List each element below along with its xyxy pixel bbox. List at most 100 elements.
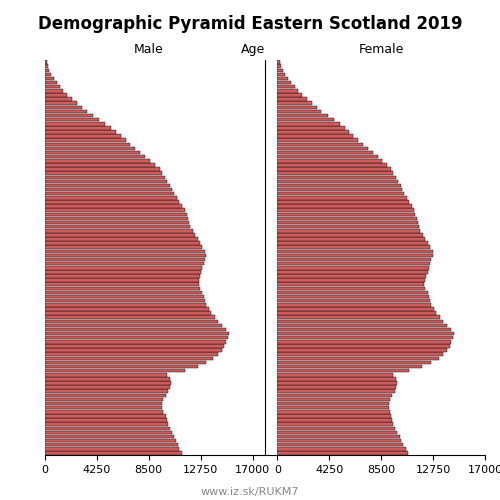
Bar bbox=[45, 274, 200, 278]
Bar bbox=[45, 360, 206, 364]
Bar bbox=[278, 373, 394, 376]
Bar bbox=[45, 212, 187, 216]
Bar bbox=[278, 290, 428, 294]
Bar bbox=[45, 299, 205, 302]
Bar bbox=[45, 394, 166, 397]
Bar bbox=[278, 332, 454, 336]
Bar bbox=[45, 196, 177, 200]
Bar bbox=[278, 102, 312, 105]
Bar bbox=[45, 447, 180, 450]
Bar bbox=[278, 262, 430, 266]
Bar bbox=[45, 303, 206, 306]
Bar bbox=[45, 312, 211, 315]
Bar bbox=[45, 77, 54, 80]
Bar bbox=[278, 340, 451, 344]
Bar bbox=[278, 274, 426, 278]
Bar bbox=[45, 188, 172, 192]
Text: Age: Age bbox=[240, 43, 264, 56]
Bar bbox=[45, 64, 48, 68]
Bar bbox=[278, 138, 358, 142]
Bar bbox=[45, 430, 172, 434]
Bar bbox=[278, 221, 418, 224]
Bar bbox=[45, 262, 203, 266]
Bar bbox=[278, 200, 409, 203]
Bar bbox=[45, 286, 200, 290]
Bar bbox=[278, 348, 447, 352]
Bar bbox=[278, 406, 388, 409]
Bar bbox=[278, 278, 425, 282]
Bar bbox=[278, 114, 328, 117]
Bar bbox=[278, 270, 428, 274]
Bar bbox=[278, 192, 404, 196]
Bar bbox=[278, 258, 432, 262]
Bar bbox=[278, 81, 291, 84]
Bar bbox=[45, 250, 205, 253]
Bar bbox=[278, 110, 322, 113]
Bar bbox=[45, 114, 92, 117]
Bar bbox=[278, 98, 307, 101]
Bar bbox=[45, 254, 206, 257]
Bar bbox=[45, 106, 82, 109]
Bar bbox=[45, 246, 203, 249]
Bar bbox=[45, 163, 155, 166]
Bar bbox=[45, 365, 198, 368]
Bar bbox=[278, 443, 403, 446]
Bar bbox=[45, 390, 168, 393]
Bar bbox=[278, 295, 429, 298]
Bar bbox=[278, 307, 434, 310]
Bar bbox=[278, 151, 372, 154]
Bar bbox=[45, 282, 199, 286]
Bar bbox=[278, 242, 428, 245]
Bar bbox=[45, 68, 50, 72]
Bar bbox=[45, 138, 126, 142]
Bar bbox=[278, 225, 419, 228]
Bar bbox=[45, 422, 168, 426]
Bar bbox=[278, 250, 432, 253]
Bar bbox=[278, 316, 440, 319]
Bar bbox=[278, 410, 390, 414]
Bar bbox=[45, 414, 166, 418]
Bar bbox=[278, 142, 363, 146]
Bar bbox=[45, 122, 105, 126]
Bar bbox=[45, 221, 189, 224]
Bar bbox=[45, 278, 199, 282]
Bar bbox=[45, 439, 176, 442]
Bar bbox=[45, 295, 203, 298]
Bar bbox=[278, 184, 401, 187]
Bar bbox=[45, 102, 76, 105]
Bar bbox=[278, 126, 344, 130]
Bar bbox=[278, 390, 394, 393]
Bar bbox=[278, 369, 409, 372]
Bar bbox=[278, 246, 430, 249]
Bar bbox=[278, 176, 396, 179]
Bar bbox=[278, 336, 454, 340]
Bar bbox=[278, 229, 420, 232]
Bar bbox=[45, 72, 52, 76]
Bar bbox=[45, 168, 160, 171]
Bar bbox=[45, 344, 224, 348]
Bar bbox=[278, 159, 382, 162]
Bar bbox=[278, 146, 368, 150]
Bar bbox=[278, 324, 447, 327]
Bar bbox=[278, 237, 425, 240]
Text: Demographic Pyramid Eastern Scotland 2019: Demographic Pyramid Eastern Scotland 201… bbox=[38, 15, 463, 33]
Bar bbox=[45, 381, 170, 384]
Bar bbox=[45, 176, 164, 179]
Bar bbox=[278, 134, 353, 138]
Bar bbox=[45, 426, 170, 430]
Bar bbox=[278, 303, 432, 306]
Bar bbox=[45, 410, 164, 414]
Bar bbox=[278, 212, 415, 216]
Bar bbox=[45, 451, 182, 454]
Bar bbox=[45, 130, 116, 134]
Bar bbox=[278, 130, 349, 134]
Bar bbox=[278, 344, 450, 348]
Bar bbox=[278, 155, 378, 158]
Bar bbox=[278, 89, 298, 92]
Bar bbox=[45, 200, 180, 203]
Bar bbox=[45, 316, 214, 319]
Bar bbox=[45, 290, 203, 294]
Bar bbox=[278, 93, 302, 96]
Bar bbox=[45, 402, 162, 406]
Text: Female: Female bbox=[358, 43, 404, 56]
